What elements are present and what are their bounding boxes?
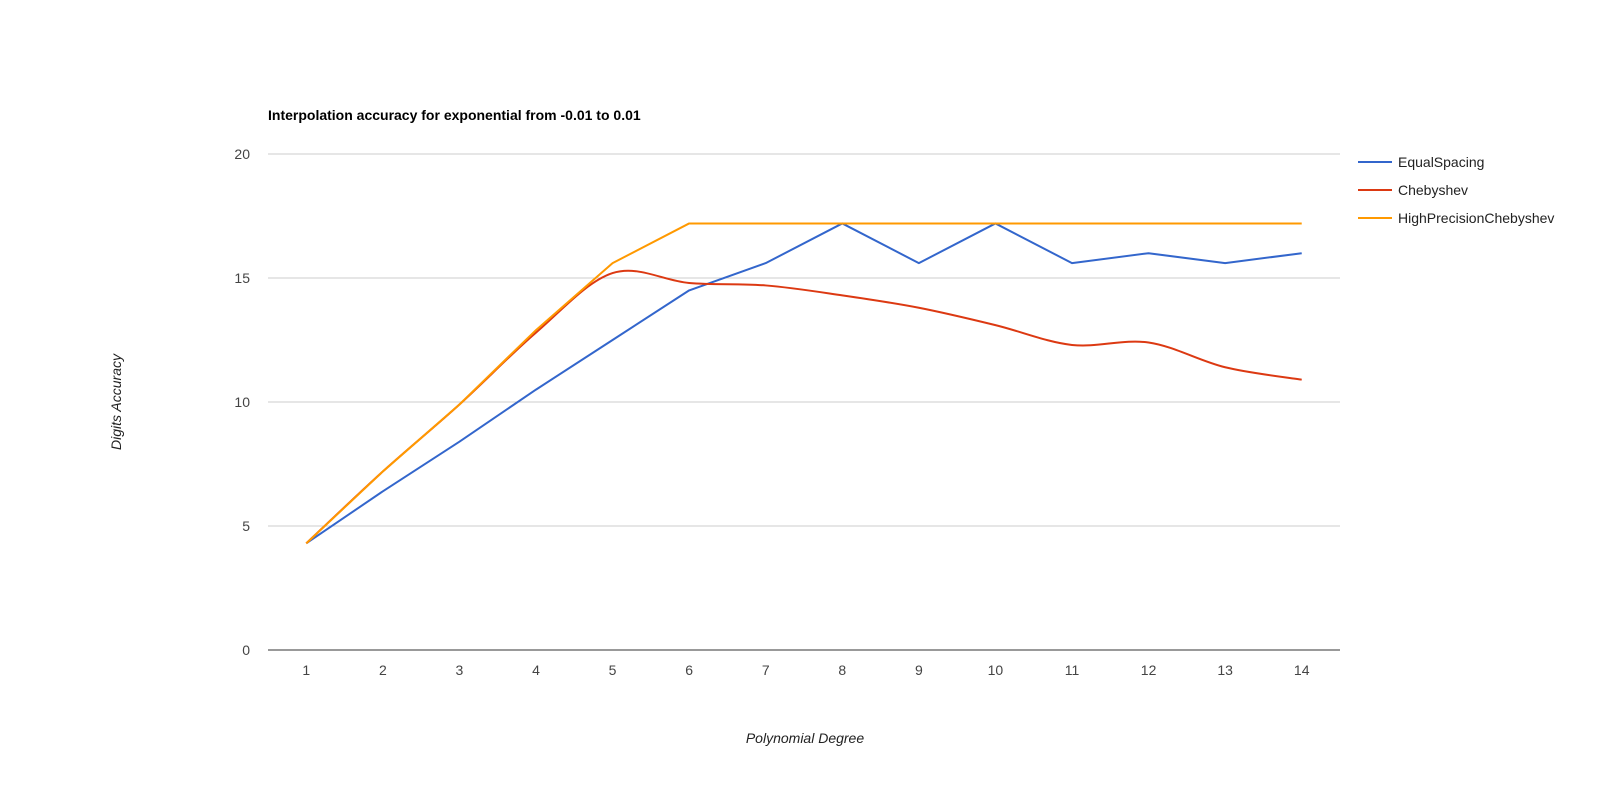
y-axis-ticks: 0 5 10 15 20 — [234, 146, 250, 658]
legend[interactable]: EqualSpacing Chebyshev HighPrecisionChebys… — [1358, 154, 1554, 226]
legend-label: HighPrecisionChebyshev — [1398, 210, 1554, 226]
x-tick-label: 12 — [1141, 662, 1157, 678]
legend-item-equalspacing[interactable]: EqualSpacing — [1358, 154, 1484, 170]
x-tick-label: 9 — [915, 662, 923, 678]
x-tick-label: 14 — [1294, 662, 1310, 678]
x-tick-label: 2 — [379, 662, 387, 678]
legend-item-highprecisionchebyshev[interactable]: HighPrecisionChebyshev — [1358, 210, 1554, 226]
y-tick-label: 10 — [234, 394, 250, 410]
x-axis-title: Polynomial Degree — [746, 730, 864, 746]
x-tick-label: 7 — [762, 662, 770, 678]
x-tick-label: 1 — [302, 662, 310, 678]
x-tick-label: 6 — [685, 662, 693, 678]
legend-label: Chebyshev — [1398, 182, 1468, 198]
y-tick-label: 15 — [234, 270, 250, 286]
series-line-highprecisionchebyshev[interactable] — [305, 222, 1302, 545]
x-tick-label: 5 — [609, 662, 617, 678]
gridlines — [268, 153, 1340, 651]
series-lines — [305, 222, 1302, 545]
series-line-equalspacing[interactable] — [305, 222, 1302, 545]
x-tick-label: 13 — [1217, 662, 1233, 678]
x-axis-ticks: 1 2 3 4 5 6 7 8 9 10 11 12 13 14 — [302, 662, 1309, 678]
x-tick-label: 11 — [1065, 662, 1080, 678]
chart-title: Interpolation accuracy for exponential f… — [268, 107, 641, 123]
x-tick-label: 10 — [988, 662, 1004, 678]
x-tick-label: 3 — [456, 662, 464, 678]
y-tick-label: 0 — [242, 642, 250, 658]
x-tick-label: 4 — [532, 662, 540, 678]
x-tick-label: 8 — [838, 662, 846, 678]
y-tick-label: 5 — [242, 518, 250, 534]
legend-label: EqualSpacing — [1398, 154, 1484, 170]
legend-item-chebyshev[interactable]: Chebyshev — [1358, 182, 1468, 198]
y-tick-label: 20 — [234, 146, 250, 162]
y-axis-title: Digits Accuracy — [108, 353, 124, 450]
